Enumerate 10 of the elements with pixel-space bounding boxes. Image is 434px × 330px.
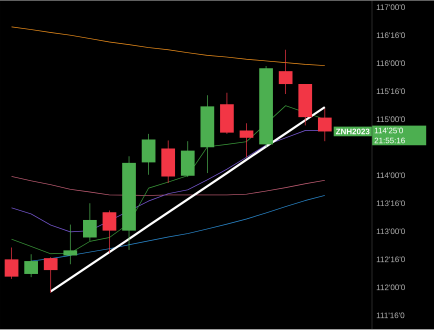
candlestick	[142, 134, 156, 176]
candlestick	[4, 247, 18, 280]
candlestick	[102, 210, 116, 254]
candlestick	[278, 50, 293, 94]
candlestick	[44, 256, 58, 294]
candlestick	[318, 108, 332, 142]
candlestick	[63, 224, 78, 265]
candlestick	[24, 254, 38, 278]
candlestick	[83, 202, 97, 242]
candlestick	[240, 122, 254, 158]
